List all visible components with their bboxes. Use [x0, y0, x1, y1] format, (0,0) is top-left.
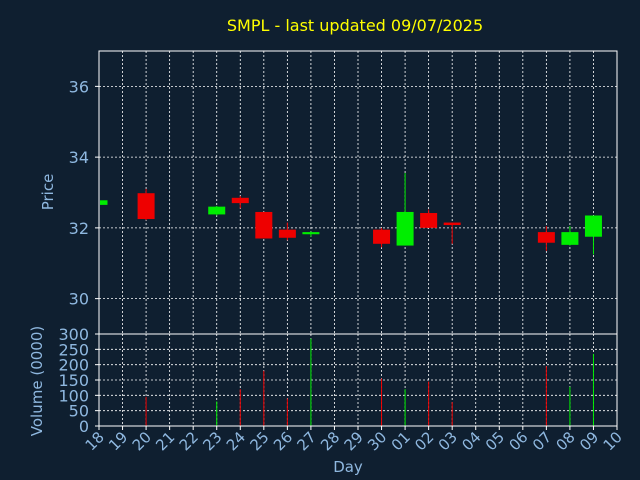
- x-tick-label: 22: [176, 428, 202, 454]
- chart-title: SMPL - last updated 09/07/2025: [227, 16, 483, 35]
- x-tick-label: 21: [152, 428, 178, 454]
- x-tick-label: 08: [553, 428, 579, 454]
- price-axis-label: Price: [39, 174, 57, 211]
- candle-body: [278, 229, 296, 238]
- x-tick-label: 01: [388, 428, 414, 454]
- volume-tick-label: 50: [69, 402, 89, 421]
- candle-body: [137, 193, 155, 220]
- price-tick-label: 36: [69, 77, 89, 96]
- x-tick-label: 27: [294, 428, 320, 454]
- x-tick-label: 04: [458, 428, 484, 454]
- candle-body: [231, 197, 249, 204]
- x-tick-label: 10: [600, 428, 626, 454]
- candle-body: [100, 200, 108, 205]
- candle-body: [443, 222, 461, 226]
- price-tick-label: 34: [69, 148, 89, 167]
- candle-body: [208, 206, 226, 215]
- x-tick-label: 06: [505, 428, 531, 454]
- x-tick-label: 28: [317, 428, 343, 454]
- x-tick-label: 02: [411, 428, 437, 454]
- price-tick-label: 30: [69, 290, 89, 309]
- volume-tick-label: 0: [79, 417, 89, 436]
- price-tick-label: 32: [69, 219, 89, 238]
- x-tick-label: 20: [129, 428, 155, 454]
- volume-tick-label: 100: [58, 386, 89, 405]
- volume-axis-label: Volume (0000): [28, 326, 46, 436]
- volume-tick-label: 250: [58, 340, 89, 359]
- x-tick-label: 23: [199, 428, 225, 454]
- x-tick-label: 30: [364, 428, 390, 454]
- candle-body: [396, 211, 414, 246]
- x-tick-label: 24: [223, 428, 249, 454]
- x-tick-label: 19: [105, 428, 131, 454]
- x-tick-label: 29: [341, 428, 367, 454]
- candle-body: [302, 232, 320, 235]
- volume-tick-label: 150: [58, 371, 89, 390]
- x-tick-label: 07: [529, 428, 555, 454]
- volume-bars: [145, 338, 594, 426]
- x-tick-label: 25: [246, 428, 272, 454]
- candle-body: [420, 213, 438, 228]
- price-grid: [99, 51, 617, 334]
- x-tick-label: 26: [270, 428, 296, 454]
- candle-body: [255, 211, 273, 239]
- x-axis-label: Day: [333, 458, 363, 476]
- x-tick-label: 05: [482, 428, 508, 454]
- x-tick-label: 09: [576, 428, 602, 454]
- candle-body: [373, 229, 391, 244]
- candle-body: [537, 232, 555, 243]
- volume-grid: [99, 334, 617, 426]
- price-axis-ticks: 30 32 34 36: [69, 77, 99, 309]
- candles: [98, 173, 602, 255]
- candle-body: [561, 232, 579, 245]
- volume-tick-label: 300: [58, 325, 89, 344]
- x-tick-label: 03: [435, 428, 461, 454]
- volume-tick-label: 200: [58, 356, 89, 375]
- candle-body: [584, 215, 602, 237]
- x-axis-ticks: 1819202122232425262728293001020304050607…: [82, 426, 626, 454]
